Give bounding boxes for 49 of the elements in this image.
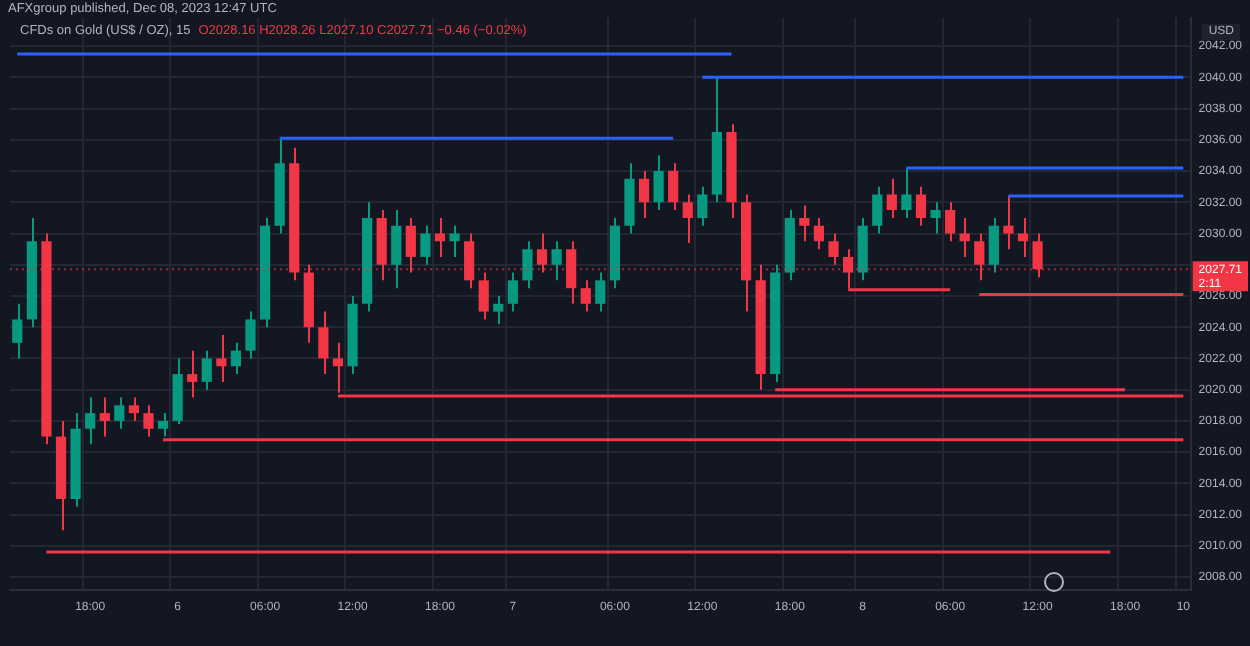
candlestick	[114, 396, 125, 430]
candlestick	[449, 224, 460, 258]
candlestick	[216, 334, 227, 383]
candlestick	[157, 412, 169, 438]
candlestick	[128, 396, 139, 422]
candlestick	[930, 201, 941, 235]
candlestick	[813, 216, 825, 251]
candlestick	[886, 177, 897, 219]
candlestick	[493, 294, 504, 326]
candlestick	[915, 185, 927, 227]
candlestick	[507, 271, 518, 313]
candlestick	[245, 310, 256, 360]
candlestick	[536, 232, 548, 274]
candlestick	[420, 224, 431, 266]
candlestick	[464, 232, 475, 290]
candlestick	[988, 216, 999, 274]
candlestick	[172, 357, 183, 426]
candlestick	[668, 162, 679, 212]
candlestick	[595, 271, 606, 313]
candlestick	[872, 185, 883, 235]
candlestick	[230, 341, 242, 376]
candlestick	[799, 204, 810, 243]
candlestick	[318, 310, 329, 376]
candlestick	[638, 170, 650, 219]
candlestick	[1003, 195, 1014, 251]
candlestick	[653, 154, 664, 212]
candlestick	[376, 209, 387, 282]
candlestick	[901, 166, 912, 219]
candlestick	[85, 396, 96, 446]
candlestick	[945, 201, 956, 243]
candlestick	[682, 193, 693, 244]
candlestick	[580, 279, 591, 313]
candlestick	[857, 216, 868, 282]
candlestick	[143, 404, 154, 438]
candlestick	[201, 349, 212, 391]
candlestick	[624, 162, 635, 235]
candlestick	[405, 216, 416, 274]
candlestick	[551, 240, 562, 282]
candlestick	[391, 209, 402, 290]
candlestick	[187, 349, 198, 399]
candlestick	[478, 271, 489, 321]
candlestick	[522, 240, 533, 290]
candlestick	[12, 302, 23, 360]
candlestick	[1032, 232, 1043, 279]
candlestick	[566, 240, 577, 305]
candlestick	[697, 185, 708, 227]
candlestick	[974, 232, 985, 282]
candlestick	[99, 396, 110, 438]
candlestick	[828, 232, 839, 266]
